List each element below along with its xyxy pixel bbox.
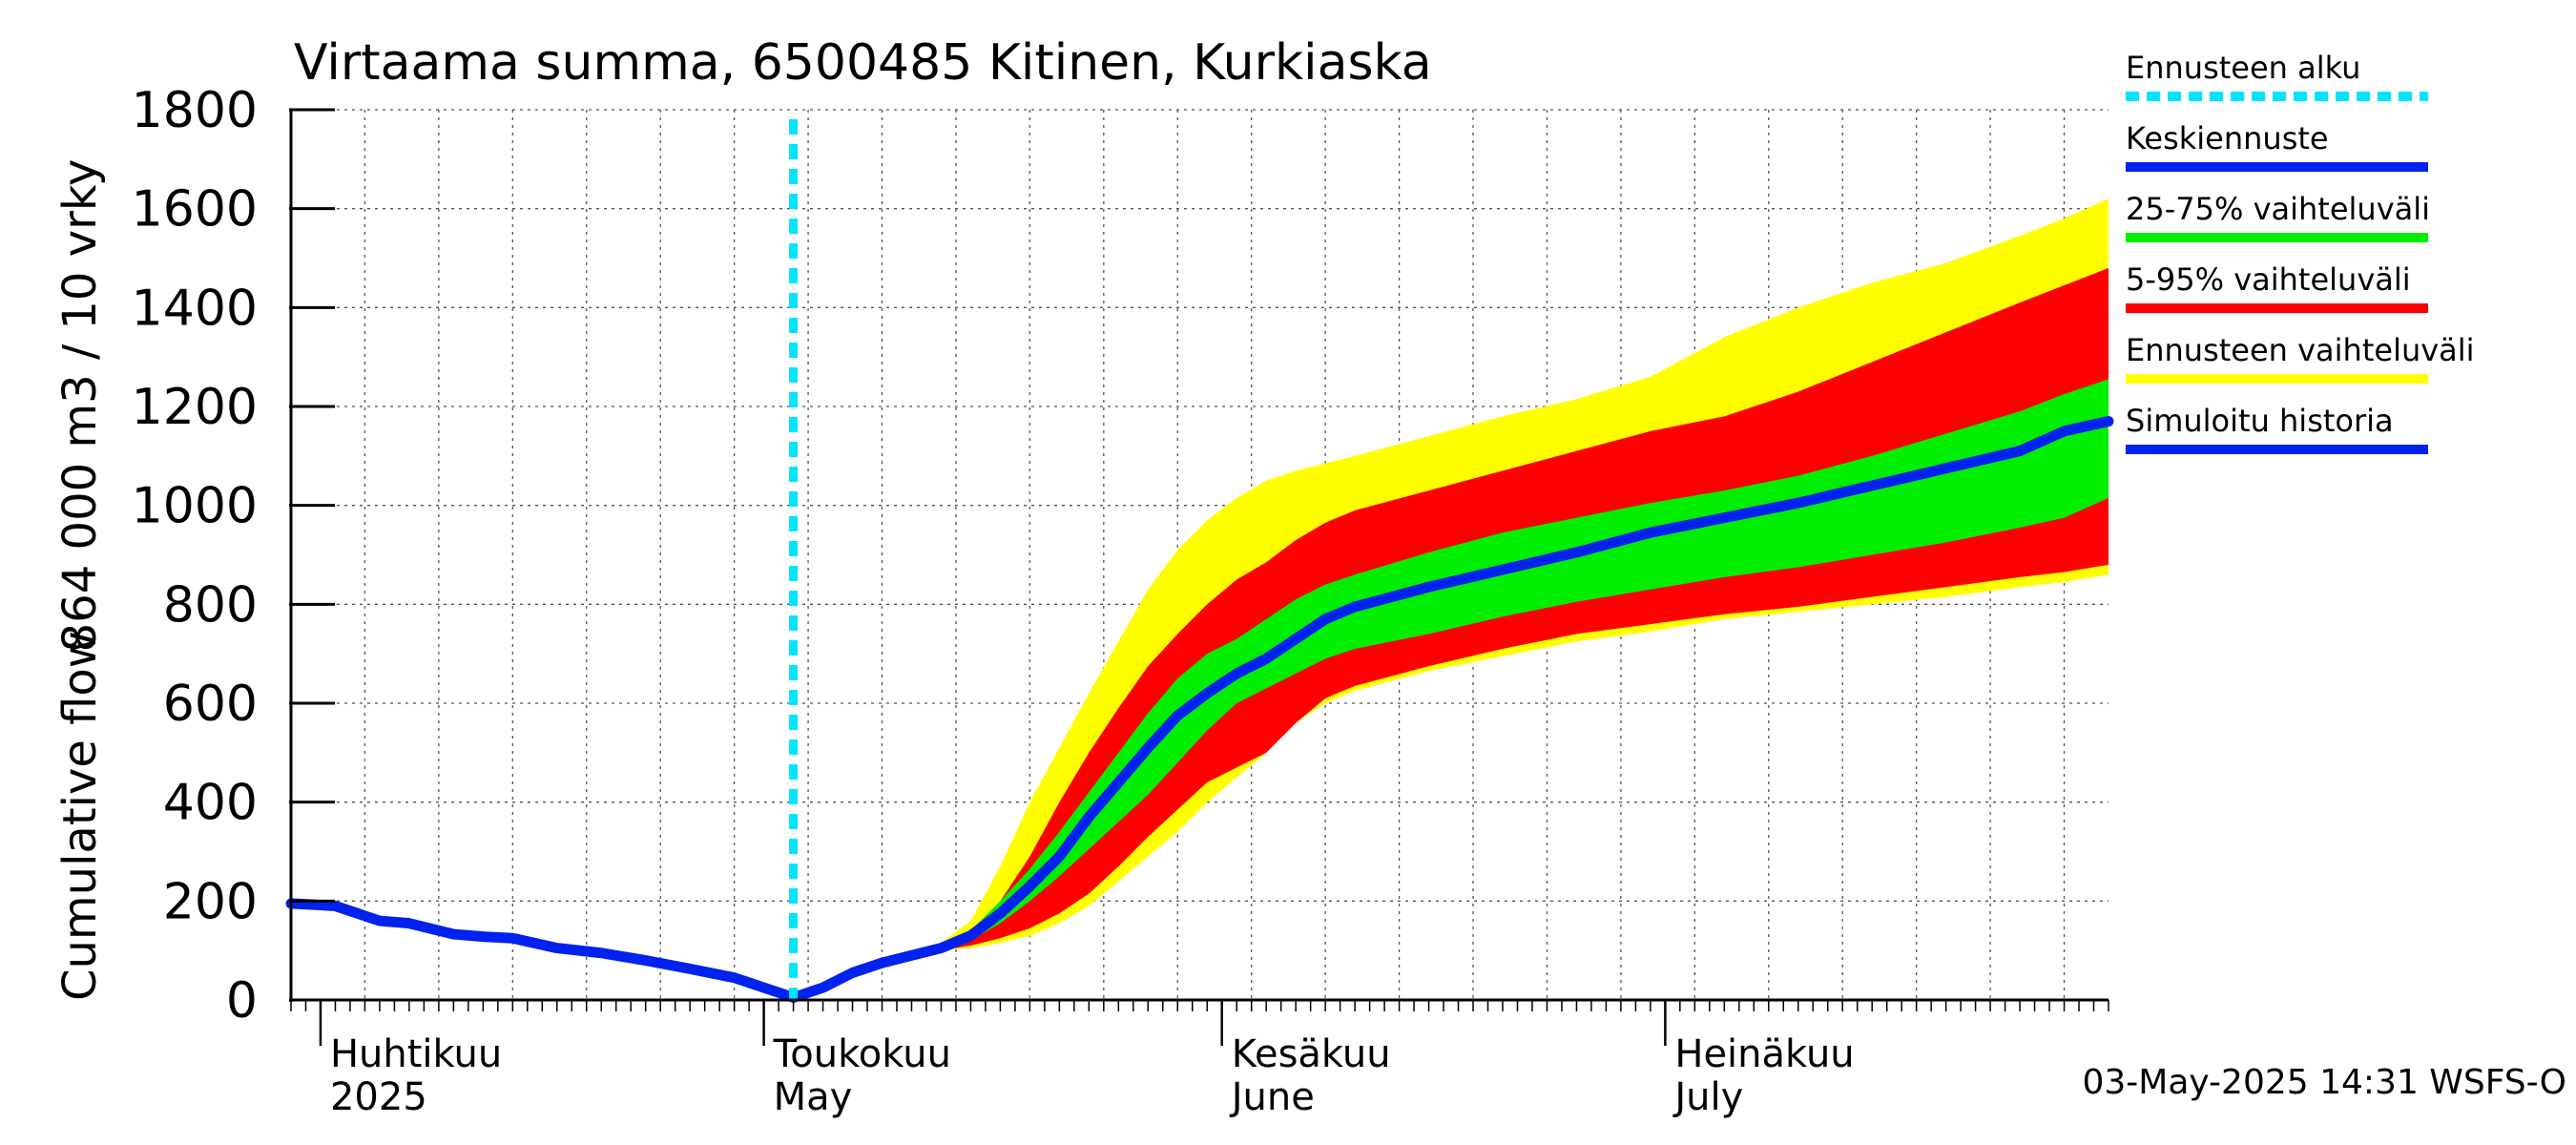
y-tick-label: 1800	[132, 82, 258, 139]
y-tick-label: 0	[226, 972, 258, 1030]
footer-timestamp: 03-May-2025 14:31 WSFS-O	[2082, 1063, 2566, 1102]
y-tick-label: 1000	[132, 478, 258, 535]
y-tick-label: 1200	[132, 379, 258, 436]
y-tick-label: 1600	[132, 181, 258, 239]
x-month-sublabel: July	[1672, 1075, 1743, 1119]
y-axis-ticks: 0 200 400 600 800 1000 1200 1400 1600 1800	[132, 82, 335, 1030]
y-tick-label: 1400	[132, 280, 258, 337]
percentile-25-75-band	[941, 379, 2109, 951]
y-tick-label: 400	[163, 775, 258, 832]
simulated-history-line	[285, 898, 800, 1003]
chart-title: Virtaama summa, 6500485 Kitinen, Kurkias…	[294, 34, 1432, 92]
legend-label: 5-95% vaihteluväli	[2126, 261, 2411, 298]
median-forecast-line	[788, 416, 2114, 1003]
y-tick-label: 600	[163, 676, 258, 733]
x-month-label: Kesäkuu	[1232, 1032, 1391, 1076]
legend-label: 25-75% vaihteluväli	[2126, 191, 2430, 227]
y-axis-label-units: 864 000 m3 / 10 vrky	[53, 159, 107, 653]
x-month-sublabel: June	[1229, 1075, 1315, 1119]
legend-label: Ennusteen alku	[2126, 50, 2360, 86]
x-month-label: Huhtikuu	[330, 1032, 502, 1076]
series-lines	[285, 119, 2114, 1003]
legend-label: Keskiennuste	[2126, 120, 2329, 156]
x-month-sublabel: May	[774, 1075, 853, 1119]
x-month-label: Toukokuu	[773, 1032, 951, 1076]
y-axis-label-title: Cumulative flow	[53, 631, 107, 1001]
forecast-bands	[941, 198, 2109, 951]
legend-label: Ennusteen vaihteluväli	[2126, 332, 2475, 368]
x-month-sublabel: 2025	[330, 1075, 427, 1119]
y-tick-label: 200	[163, 873, 258, 930]
plot-frame	[289, 110, 2109, 1002]
y-tick-label: 800	[163, 576, 258, 634]
legend-label: Simuloitu historia	[2126, 403, 2394, 439]
x-month-label: Heinäkuu	[1674, 1032, 1854, 1076]
legend: Ennusteen alku Keskiennuste 25-75% vaihtel…	[2126, 50, 2475, 454]
